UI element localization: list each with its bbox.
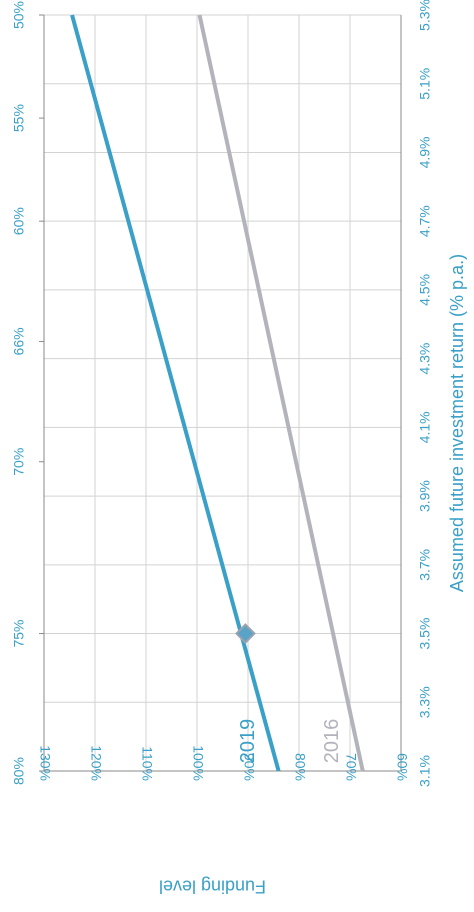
x-tick-label: 4.1% xyxy=(417,411,433,443)
secondary-tick-label: 66% xyxy=(11,327,27,355)
x-tick-label: 4.7% xyxy=(417,205,433,237)
series-line-2019 xyxy=(70,14,281,772)
x-tick-label: 3.7% xyxy=(417,549,433,581)
secondary-tick-label: 75% xyxy=(11,620,27,648)
marker-diamond xyxy=(235,623,256,644)
secondary-tick-label: 70% xyxy=(11,448,27,476)
x-tick-label: 4.3% xyxy=(417,343,433,375)
secondary-tick-label: 55% xyxy=(11,104,27,132)
series-label-2019: 2019 xyxy=(237,719,259,764)
y-tick-label: 130% xyxy=(37,745,53,781)
x-tick-label: 4.9% xyxy=(417,136,433,168)
x-tick-label: 4.5% xyxy=(417,274,433,306)
y-tick-label: 100% xyxy=(190,745,206,781)
x-tick-label: 5.1% xyxy=(417,68,433,100)
y-axis-title: Funding level xyxy=(159,876,266,896)
x-tick-label: 5.3% xyxy=(417,0,433,31)
y-tick-label: 90% xyxy=(241,753,257,781)
y-tick-label: 60% xyxy=(394,753,410,781)
y-tick-label: 70% xyxy=(343,753,359,781)
y-tick-label: 80% xyxy=(292,753,308,781)
secondary-tick-label: 80% xyxy=(11,757,27,785)
series-line-2016 xyxy=(197,14,365,772)
y-tick-label: 120% xyxy=(88,745,104,781)
x-tick-label: 3.9% xyxy=(417,480,433,512)
x-axis-title: Assumed future investment return (% p.a.… xyxy=(447,254,467,592)
secondary-tick-label: 60% xyxy=(11,207,27,235)
x-tick-label: 3.5% xyxy=(417,618,433,650)
x-tick-label: 3.3% xyxy=(417,686,433,718)
x-tick-label: 3.1% xyxy=(417,755,433,787)
y-tick-label: 110% xyxy=(139,746,155,781)
series-label-2016: 2016 xyxy=(321,719,343,764)
secondary-tick-label: 50% xyxy=(11,1,27,29)
